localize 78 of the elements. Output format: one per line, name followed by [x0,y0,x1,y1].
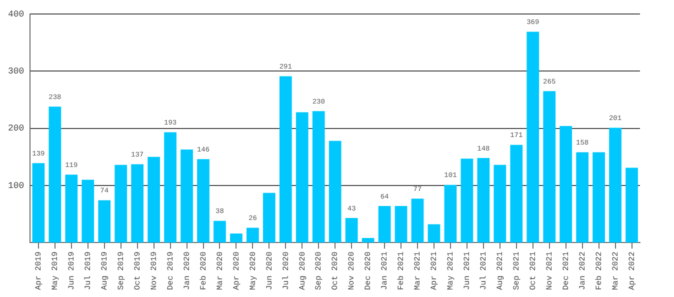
bar [543,91,556,243]
bar [98,200,111,243]
bar [477,158,490,243]
bar [560,126,572,243]
bar [592,152,605,243]
bar [494,164,506,243]
x-tick-label: Jan 2020 [182,251,192,290]
bar [32,163,45,243]
x-tick-label: Mar 2021 [414,251,423,290]
x-tick-label: May 2021 [446,251,456,290]
x-tick-label: Jun 2021 [463,251,472,290]
x-tick-label: Dec 2021 [562,251,571,290]
x-tick-label: Mar 2022 [611,251,620,290]
x-tick-label: Nov 2019 [150,251,159,290]
x-tick-label: May 2019 [51,251,60,290]
bar [626,168,638,243]
bar [65,174,78,243]
y-tick-label: 400 [8,9,24,20]
bar [279,76,292,243]
x-tick-label: Apr 2020 [232,251,242,290]
x-tick-label: Oct 2019 [133,251,142,290]
y-tick-label: 100 [8,180,24,191]
bar [576,152,588,243]
bar [328,140,342,243]
x-tick-label: Jun 2019 [68,251,77,290]
x-tick-label: May 2020 [248,251,258,290]
x-tick-label: Oct 2020 [331,251,340,290]
bar [428,224,440,243]
x-tick-label: Jan 2021 [380,251,390,290]
x-tick-label: Sep 2020 [314,251,324,290]
x-tick-label: Aug 2021 [496,251,506,290]
bar [510,144,523,243]
x-tick-label: Sep 2019 [116,251,126,290]
bar [180,149,193,243]
y-tick-label: 300 [8,66,24,77]
bar [362,238,374,243]
y-tick-label: 200 [8,124,24,134]
x-tick-label: Aug 2019 [100,251,110,290]
x-tick-label: Jun 2020 [265,251,274,290]
bar [131,164,144,243]
bar [48,106,62,243]
x-tick-label: Jan 2022 [578,251,588,290]
x-tick-label: Apr 2019 [34,251,44,290]
bar [296,112,308,243]
bar [526,32,540,243]
bar [312,111,325,243]
x-tick-label: Apr 2022 [628,251,637,290]
bar [345,218,358,243]
bar [444,184,457,243]
bar [378,206,391,243]
bar [609,128,622,243]
x-tick-label: Dec 2020 [364,251,374,290]
x-tick-label: Jul 2020 [282,251,291,290]
bar [164,132,176,243]
bar [148,156,160,243]
bar [394,206,408,243]
bar [114,164,128,243]
x-tick-label: Apr 2021 [430,251,440,290]
x-tick-label: Jul 2019 [84,251,94,290]
x-tick-label: Feb 2020 [199,251,208,290]
bar [230,233,242,243]
x-tick-label: Nov 2021 [545,251,554,290]
x-tick-label: Aug 2020 [298,251,308,290]
x-tick-label: Sep 2021 [512,251,522,290]
x-tick-label: Mar 2020 [216,251,225,290]
x-tick-label: Feb 2021 [397,251,406,290]
x-tick-label: Feb 2022 [594,251,604,290]
x-tick-label: Oct 2021 [529,251,538,290]
x-tick-label: Jul 2021 [480,251,489,290]
bar [262,192,276,243]
x-tick-label: Nov 2020 [348,251,357,290]
bar [197,159,210,243]
bar [460,158,474,243]
bar [246,228,259,243]
bar [82,180,94,243]
x-tick-label: Dec 2019 [166,251,176,290]
bar [411,198,424,243]
bar [214,220,226,243]
